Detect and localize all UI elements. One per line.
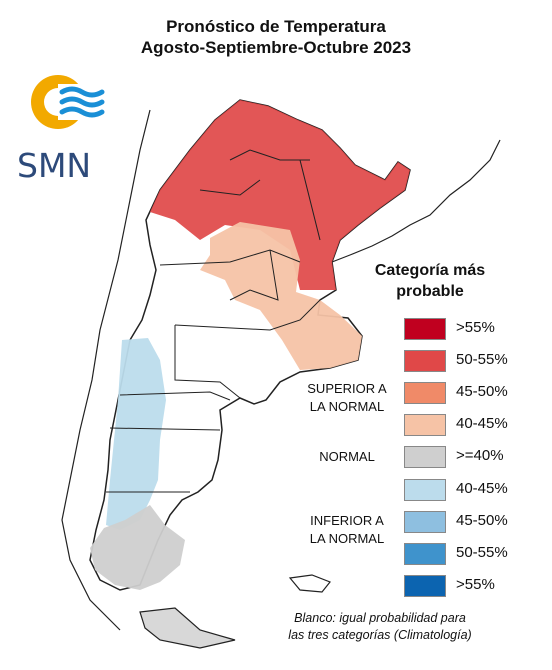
legend-label-inferior-40-45: 40-45% [456,480,508,497]
west-coastline [61,109,151,631]
tierra-del-fuego [139,607,236,649]
legend-label-inferior-45-50: 45-50% [456,512,508,529]
province-boundaries [106,149,321,493]
group-label-inferior: INFERIOR A LA NORMAL [292,512,402,548]
legend-label-inferior-over-55: >55% [456,576,495,593]
group-inferior-line-1: INFERIOR A [310,513,384,528]
legend-swatch-inferior-40-45 [404,479,446,501]
legend-title: Categoría más probable [370,260,490,302]
region-north-50-55 [150,100,410,290]
legend-label-superior-over-55: >55% [456,319,495,336]
legend-label-superior-40-45: 40-45% [456,415,508,432]
smn-logo-text: SMN [17,146,92,185]
legend-label-superior-50-55: 50-55% [456,351,508,368]
legend-title-line-1: Categoría más [374,262,486,279]
group-superior-line-2: LA NORMAL [309,399,385,414]
footnote: Blanco: igual probabilidad para las tres… [260,610,500,644]
group-label-superior: SUPERIOR A LA NORMAL [292,380,402,416]
east-coastline [331,139,501,263]
group-superior-line-1: SUPERIOR A [307,381,387,396]
footnote-line-2: las tres categorías (Climatología) [288,628,472,642]
legend-swatch-superior-50-55 [404,350,446,372]
group-label-normal: NORMAL [319,449,375,464]
legend-label-inferior-50-55: 50-55% [456,544,508,561]
legend-swatch-inferior-50-55 [404,543,446,565]
legend-swatch-inferior-45-50 [404,511,446,533]
region-south-blue-40-45 [106,338,166,530]
legend-label-normal: >=40% [456,447,504,464]
legend-swatch-normal [404,446,446,468]
legend-swatch-superior-over-55 [404,318,446,340]
footnote-line-1: Blanco: igual probabilidad para [294,611,466,625]
title-line-2: Agosto-Septiembre-Octubre 2023 [140,38,412,57]
malvinas [288,574,331,593]
smn-logo-icon [31,75,105,129]
map-title: Pronóstico de Temperatura Agosto-Septiem… [0,16,552,58]
region-south-grey [90,505,185,590]
legend-swatch-superior-45-50 [404,382,446,404]
title-line-1: Pronóstico de Temperatura [166,17,386,36]
legend-swatch-inferior-over-55 [404,575,446,597]
legend-label-superior-45-50: 45-50% [456,383,508,400]
legend-swatch-superior-40-45 [404,414,446,436]
legend-title-line-2: probable [396,283,464,300]
group-inferior-line-2: LA NORMAL [309,531,385,546]
